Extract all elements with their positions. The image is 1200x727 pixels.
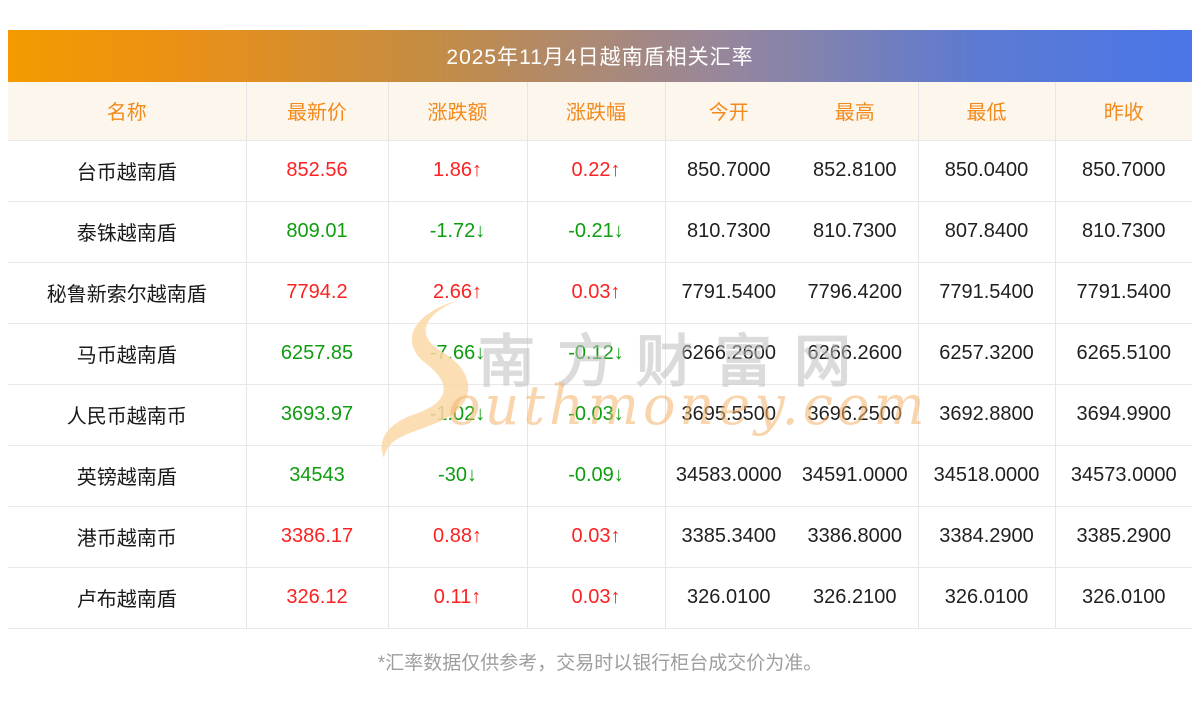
cell-change-percent: 0.03↑ bbox=[526, 505, 665, 567]
table-row: 港币越南币 3386.17 0.88↑ 0.03↑ 3385.3400 3386.8000… bbox=[8, 505, 1192, 567]
cell-name: 英镑越南盾 bbox=[8, 444, 246, 506]
cell-high: 34591.0000 bbox=[792, 444, 918, 506]
cell-prev-close: 810.7300 bbox=[1054, 200, 1192, 262]
cell-open: 6266.2600 bbox=[664, 322, 792, 384]
cell-change-amount: -1.72↓ bbox=[387, 200, 527, 262]
column-header-4: 今开 bbox=[664, 82, 792, 140]
cell-latest-price: 6257.85 bbox=[245, 322, 388, 384]
rates-table: 名称 最新价 涨跌额 涨跌幅 今开 最高 最低 昨收 台币越南盾 852.56 1.86↑ 0.22… bbox=[8, 82, 1192, 629]
cell-prev-close: 7791.5400 bbox=[1054, 261, 1192, 323]
column-header-1: 最新价 bbox=[245, 82, 388, 140]
cell-change-amount: -1.02↓ bbox=[387, 383, 527, 445]
cell-change-percent: -0.09↓ bbox=[526, 444, 665, 506]
cell-latest-price: 34543 bbox=[245, 444, 388, 506]
cell-change-percent: -0.03↓ bbox=[526, 383, 665, 445]
cell-open: 3695.5500 bbox=[664, 383, 792, 445]
cell-change-amount: 0.11↑ bbox=[387, 566, 527, 629]
cell-low: 34518.0000 bbox=[917, 444, 1055, 506]
column-header-6: 最低 bbox=[917, 82, 1055, 140]
cell-name: 泰铢越南盾 bbox=[8, 200, 246, 262]
cell-change-percent: -0.12↓ bbox=[526, 322, 665, 384]
table-row: 卢布越南盾 326.12 0.11↑ 0.03↑ 326.0100 326.2100 326… bbox=[8, 566, 1192, 629]
column-header-2: 涨跌额 bbox=[387, 82, 527, 140]
cell-latest-price: 809.01 bbox=[245, 200, 388, 262]
table-row: 马币越南盾 6257.85 -7.66↓ -0.12↓ 6266.2600 6266.26… bbox=[8, 322, 1192, 384]
cell-high: 3696.2500 bbox=[792, 383, 918, 445]
column-header-3: 涨跌幅 bbox=[526, 82, 665, 140]
column-header-7: 昨收 bbox=[1054, 82, 1192, 140]
cell-name: 马币越南盾 bbox=[8, 322, 246, 384]
cell-high: 852.8100 bbox=[792, 139, 918, 201]
cell-low: 6257.3200 bbox=[917, 322, 1055, 384]
table-row: 人民币越南币 3693.97 -1.02↓ -0.03↓ 3695.5500 3696.2… bbox=[8, 383, 1192, 445]
column-header-0: 名称 bbox=[8, 82, 246, 140]
cell-name: 台币越南盾 bbox=[8, 139, 246, 201]
cell-open: 3385.3400 bbox=[664, 505, 792, 567]
table-header-row: 名称 最新价 涨跌额 涨跌幅 今开 最高 最低 昨收 bbox=[8, 82, 1192, 140]
cell-prev-close: 34573.0000 bbox=[1054, 444, 1192, 506]
cell-open: 326.0100 bbox=[664, 566, 792, 629]
cell-change-amount: -7.66↓ bbox=[387, 322, 527, 384]
table-body: 台币越南盾 852.56 1.86↑ 0.22↑ 850.7000 852.8100 850… bbox=[8, 139, 1192, 629]
cell-change-amount: 1.86↑ bbox=[387, 139, 527, 201]
cell-open: 850.7000 bbox=[664, 139, 792, 201]
cell-low: 326.0100 bbox=[917, 566, 1055, 629]
cell-prev-close: 3694.9900 bbox=[1054, 383, 1192, 445]
cell-change-amount: -30↓ bbox=[387, 444, 527, 506]
cell-change-amount: 0.88↑ bbox=[387, 505, 527, 567]
disclaimer-note: *汇率数据仅供参考，交易时以银行柜台成交价为准。 bbox=[377, 652, 823, 674]
cell-prev-close: 850.7000 bbox=[1054, 139, 1192, 201]
cell-change-percent: 0.22↑ bbox=[526, 139, 665, 201]
cell-low: 3384.2900 bbox=[917, 505, 1055, 567]
table-row: 英镑越南盾 34543 -30↓ -0.09↓ 34583.0000 34591.0000… bbox=[8, 444, 1192, 506]
cell-change-percent: -0.21↓ bbox=[526, 200, 665, 262]
cell-latest-price: 3386.17 bbox=[245, 505, 388, 567]
cell-name: 卢布越南盾 bbox=[8, 566, 246, 629]
cell-low: 7791.5400 bbox=[917, 261, 1055, 323]
cell-name: 秘鲁新索尔越南盾 bbox=[8, 261, 246, 323]
cell-high: 6266.2600 bbox=[792, 322, 918, 384]
cell-name: 港币越南币 bbox=[8, 505, 246, 567]
title-banner: 2025年11月4日越南盾相关汇率 bbox=[8, 30, 1192, 82]
exchange-rate-page: 2025年11月4日越南盾相关汇率 名称 最新价 涨跌额 涨跌幅 今开 最高 最低 昨收 台币… bbox=[8, 30, 1192, 675]
table-row: 台币越南盾 852.56 1.86↑ 0.22↑ 850.7000 852.8100 850… bbox=[8, 139, 1192, 201]
cell-prev-close: 3385.2900 bbox=[1054, 505, 1192, 567]
cell-prev-close: 6265.5100 bbox=[1054, 322, 1192, 384]
table-row: 秘鲁新索尔越南盾 7794.2 2.66↑ 0.03↑ 7791.5400 7796.42… bbox=[8, 261, 1192, 323]
cell-change-percent: 0.03↑ bbox=[526, 566, 665, 629]
cell-latest-price: 3693.97 bbox=[245, 383, 388, 445]
page-title: 2025年11月4日越南盾相关汇率 bbox=[446, 46, 754, 69]
cell-open: 34583.0000 bbox=[664, 444, 792, 506]
cell-change-amount: 2.66↑ bbox=[387, 261, 527, 323]
cell-latest-price: 7794.2 bbox=[245, 261, 388, 323]
cell-high: 3386.8000 bbox=[792, 505, 918, 567]
cell-low: 3692.8800 bbox=[917, 383, 1055, 445]
table-row: 泰铢越南盾 809.01 -1.72↓ -0.21↓ 810.7300 810.7300 8… bbox=[8, 200, 1192, 262]
cell-latest-price: 326.12 bbox=[245, 566, 388, 629]
cell-open: 7791.5400 bbox=[664, 261, 792, 323]
cell-open: 810.7300 bbox=[664, 200, 792, 262]
cell-change-percent: 0.03↑ bbox=[526, 261, 665, 323]
cell-latest-price: 852.56 bbox=[245, 139, 388, 201]
cell-low: 850.0400 bbox=[917, 139, 1055, 201]
cell-high: 810.7300 bbox=[792, 200, 918, 262]
cell-high: 326.2100 bbox=[792, 566, 918, 629]
column-header-5: 最高 bbox=[792, 82, 918, 140]
cell-prev-close: 326.0100 bbox=[1054, 566, 1192, 629]
cell-low: 807.8400 bbox=[917, 200, 1055, 262]
cell-name: 人民币越南币 bbox=[8, 383, 246, 445]
table-header: 名称 最新价 涨跌额 涨跌幅 今开 最高 最低 昨收 bbox=[8, 82, 1192, 140]
cell-high: 7796.4200 bbox=[792, 261, 918, 323]
